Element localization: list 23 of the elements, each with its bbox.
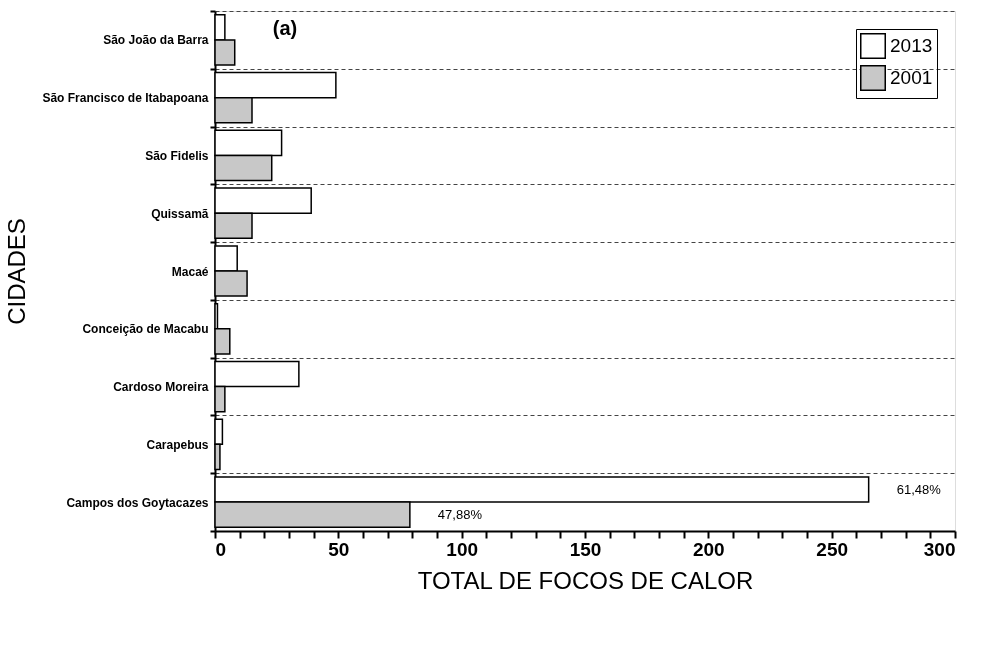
annotation: 61,48% bbox=[896, 481, 942, 497]
y-axis-title: CIDADES bbox=[3, 218, 31, 325]
x-tick-label: 50 bbox=[328, 538, 350, 560]
legend-label: 2013 bbox=[890, 35, 933, 56]
y-tick-label: Carapebus bbox=[146, 437, 209, 452]
x-tick-label: 100 bbox=[446, 538, 479, 560]
x-axis-title: TOTAL DE FOCOS DE CALOR bbox=[417, 566, 754, 594]
y-tick-label: São Francisco de Itabapoana bbox=[42, 91, 209, 106]
x-tick-label: 150 bbox=[569, 538, 602, 560]
x-tick-label: 0 bbox=[215, 538, 227, 560]
y-tick-label: Macaé bbox=[171, 264, 209, 279]
y-tick-label: Quissamã bbox=[151, 206, 209, 221]
x-tick-label: 200 bbox=[692, 538, 725, 560]
legend-label: 2001 bbox=[890, 67, 933, 88]
y-tick-label: São Fidelis bbox=[145, 148, 209, 163]
y-tick-label: Conceição de Macabu bbox=[82, 322, 209, 337]
annotation: 47,88% bbox=[437, 506, 483, 522]
y-tick-label: Cardoso Moreira bbox=[113, 380, 209, 395]
y-tick-label: São João da Barra bbox=[103, 33, 209, 48]
x-tick-label: 300 bbox=[923, 538, 956, 560]
annotation: (a) bbox=[272, 17, 298, 39]
y-tick-label: Campos dos Goytacazes bbox=[66, 495, 209, 510]
x-tick-label: 250 bbox=[816, 538, 849, 560]
